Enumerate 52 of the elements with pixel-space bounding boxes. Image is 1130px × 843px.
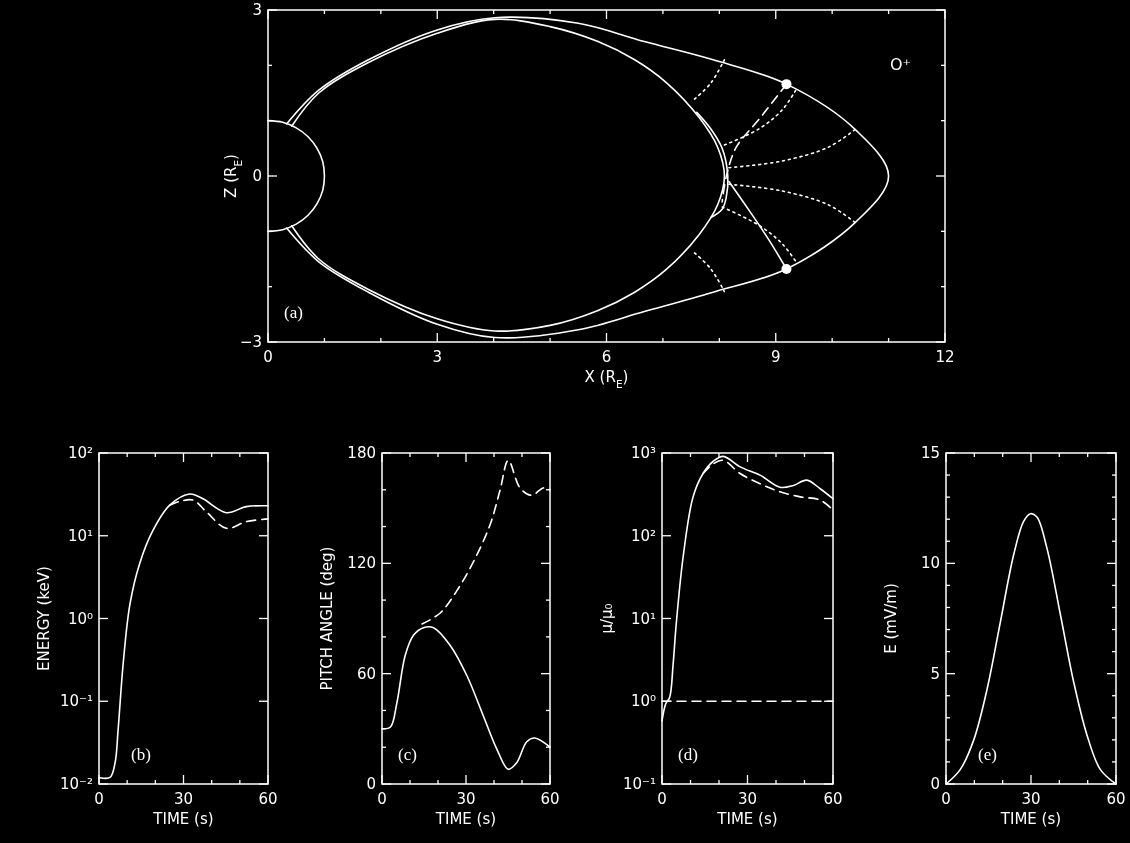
y-tick-label: 10¹ bbox=[67, 526, 93, 545]
x-tick-label: 30 bbox=[456, 790, 476, 808]
x-axis-title: TIME (s) bbox=[716, 810, 778, 828]
y-tick-label: 10⁻² bbox=[59, 775, 93, 793]
y-tick-label: 10² bbox=[67, 444, 93, 462]
x-tick-label: 0 bbox=[941, 790, 951, 808]
annotation: O⁺ bbox=[890, 55, 912, 74]
y-tick-label: 120 bbox=[347, 554, 376, 573]
annotation: (d) bbox=[678, 745, 698, 764]
y-axis-title: ENERGY (keV) bbox=[35, 566, 53, 671]
y-tick-label: 10⁻¹ bbox=[622, 775, 656, 793]
x-tick-label: 0 bbox=[377, 790, 387, 808]
x-axis-title: X (R$_{E}$) bbox=[584, 368, 629, 390]
y-tick-label: 15 bbox=[920, 444, 940, 462]
annotation: (b) bbox=[131, 745, 151, 764]
annotation: (c) bbox=[398, 745, 417, 764]
y-tick-label: 10⁰ bbox=[630, 692, 656, 711]
x-tick-label: 12 bbox=[935, 348, 955, 366]
y-tick-label: 10 bbox=[920, 554, 940, 573]
x-axis-title: TIME (s) bbox=[434, 810, 497, 828]
y-tick-label: 10² bbox=[630, 526, 656, 545]
x-tick-label: 30 bbox=[173, 790, 194, 808]
y-tick-label: 10¹ bbox=[630, 609, 656, 628]
y-tick-label: 10⁰ bbox=[67, 609, 93, 628]
x-tick-label: 0 bbox=[657, 790, 667, 808]
y-tick-label: 10⁻¹ bbox=[59, 692, 93, 711]
y-axis-title: PITCH ANGLE (deg) bbox=[318, 546, 336, 691]
x-tick-label: 60 bbox=[1106, 790, 1126, 808]
annotation: (e) bbox=[978, 745, 997, 764]
y-tick-label: 0 bbox=[930, 775, 940, 793]
x-tick-label: 6 bbox=[601, 348, 612, 366]
x-tick-label: 3 bbox=[432, 348, 443, 366]
y-tick-label: 5 bbox=[930, 664, 940, 683]
y-axis-title: μ/μ₀ bbox=[598, 603, 616, 634]
x-tick-label: 0 bbox=[94, 790, 104, 808]
x-axis-title: TIME (s) bbox=[999, 810, 1062, 828]
y-tick-label: 3 bbox=[252, 1, 262, 19]
x-tick-label: 30 bbox=[737, 790, 758, 808]
y-tick-label: 10³ bbox=[630, 444, 656, 462]
x-tick-label: 60 bbox=[540, 790, 560, 808]
y-tick-label: 180 bbox=[347, 444, 376, 462]
x-tick-label: 0 bbox=[263, 348, 273, 366]
x-tick-label: 30 bbox=[1021, 790, 1041, 808]
y-tick-label: 0 bbox=[366, 775, 376, 793]
y-tick-label: −3 bbox=[239, 333, 262, 351]
y-tick-label: 60 bbox=[356, 664, 376, 683]
x-tick-label: 9 bbox=[770, 348, 781, 366]
x-tick-label: 60 bbox=[823, 790, 843, 808]
y-tick-label: 0 bbox=[252, 167, 262, 185]
annotation: (a) bbox=[284, 303, 303, 322]
x-axis-title: TIME (s) bbox=[152, 810, 214, 828]
y-axis-title: E (mV/m) bbox=[882, 583, 900, 654]
